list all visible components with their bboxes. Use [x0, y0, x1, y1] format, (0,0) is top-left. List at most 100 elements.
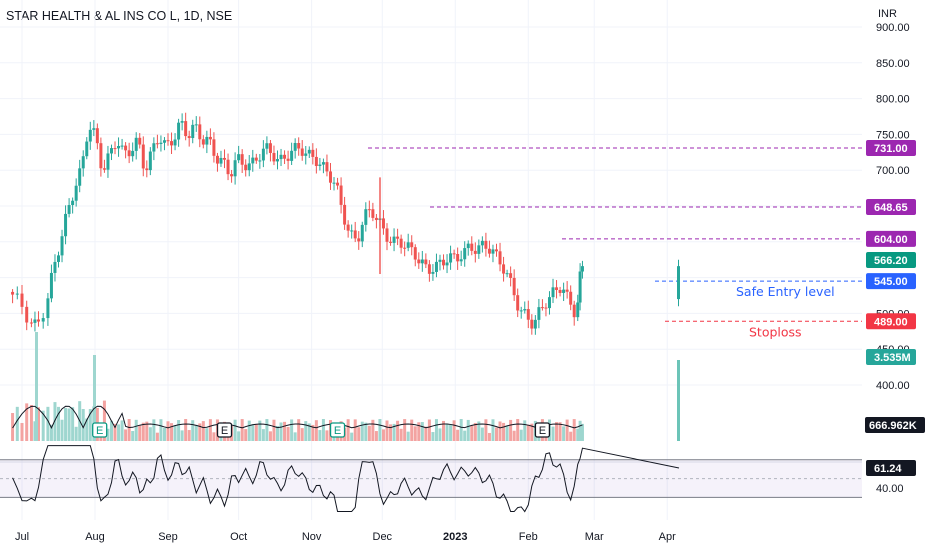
- volume-bar-112: [413, 426, 417, 441]
- volume-bar-63: [240, 419, 244, 441]
- candle-65: [247, 163, 251, 171]
- candle-92: [343, 204, 347, 225]
- volume-bar-109: [403, 419, 407, 441]
- x-tick-6: 2023: [443, 531, 467, 543]
- price-axis[interactable]: INR900.00850.00800.00750.00700.00650.006…: [865, 8, 925, 495]
- earnings-marker-letter-1: E: [221, 425, 228, 437]
- volume-bar-spike-2: [93, 355, 96, 441]
- candle-125: [459, 259, 463, 262]
- candle-89: [332, 182, 336, 184]
- volume-bar-95: [353, 419, 357, 441]
- safe-entry-badge-bg: [866, 273, 916, 290]
- volume-bar-76: [286, 426, 290, 441]
- volume-bar-38: [152, 419, 156, 441]
- earnings-marker-2[interactable]: E: [329, 422, 346, 438]
- candle-45: [177, 122, 181, 140]
- candle-14: [67, 205, 71, 214]
- volume-bar-34: [138, 425, 142, 441]
- volume-bar-113: [417, 422, 421, 441]
- candle-157: [572, 304, 576, 318]
- volume-badge: 3.535M: [866, 349, 916, 365]
- candle-153: [558, 290, 562, 293]
- volume-bar-spike-1: [35, 332, 38, 441]
- volume-bar-last: [677, 360, 680, 441]
- volume-bar-133: [487, 432, 491, 441]
- candle-7: [41, 318, 45, 322]
- level-badge-0: 731.00: [866, 140, 916, 157]
- candle-122: [449, 253, 453, 263]
- volume-ma-line: [12, 405, 583, 429]
- candle-68: [258, 160, 262, 162]
- rsi-tick: 40.00: [876, 483, 904, 495]
- candle-106: [392, 236, 396, 243]
- volume-bar-78: [293, 432, 297, 441]
- candle-22: [95, 128, 99, 144]
- y-tick-1: 850.00: [876, 58, 910, 70]
- volume-bar-129: [473, 422, 477, 441]
- volume-bar-85: [318, 430, 322, 441]
- candle-79: [297, 143, 301, 149]
- earnings-marker-3[interactable]: E: [534, 422, 551, 438]
- candle-32: [131, 150, 135, 157]
- volume-bar-124: [456, 429, 460, 441]
- candle-103: [381, 218, 385, 229]
- volume-bar-49: [191, 420, 195, 441]
- earnings-marker-1[interactable]: E: [216, 422, 233, 438]
- y-tick-10: 400.00: [876, 380, 910, 392]
- volume-bar-12: [60, 419, 64, 441]
- candle-56: [215, 155, 219, 164]
- volume-bar-108: [399, 428, 403, 441]
- earnings-marker-0[interactable]: E: [92, 422, 108, 438]
- candle-42: [166, 140, 170, 142]
- candle-39: [155, 143, 159, 145]
- volume-bar-27: [113, 423, 117, 441]
- volume-bar-75: [283, 421, 287, 441]
- candle-107: [396, 236, 400, 239]
- volume-bar-43: [170, 423, 174, 441]
- candle-9: [49, 272, 53, 299]
- volume-bar-130: [477, 421, 481, 441]
- candle-1: [15, 293, 19, 295]
- candle-13: [64, 213, 68, 237]
- volume-bar-144: [526, 424, 530, 441]
- volume-bar-1: [15, 406, 19, 441]
- candle-76: [286, 158, 290, 161]
- volume-bar-70: [265, 419, 269, 441]
- candle-159: [578, 271, 582, 303]
- stoploss-badge-label: 489.00: [874, 316, 908, 328]
- candle-132: [484, 240, 488, 249]
- candle-15: [71, 200, 75, 206]
- candle-69: [261, 148, 265, 161]
- rsi-badge-label: 61.24: [874, 463, 902, 475]
- earnings-marker-letter-3: E: [539, 425, 546, 437]
- stoploss-badge: 489.00: [866, 313, 916, 330]
- candle-158: [576, 302, 580, 318]
- volume-bar-29: [120, 420, 124, 441]
- candle-6: [36, 319, 40, 322]
- candle-52: [201, 139, 205, 145]
- volume-bar-16: [74, 426, 78, 441]
- volume-bar-48: [187, 430, 191, 441]
- candle-112: [413, 247, 417, 260]
- candle-93: [346, 224, 350, 231]
- earnings-marker-letter-2: E: [334, 425, 341, 437]
- volume-bar-102: [378, 419, 382, 441]
- y-tick-2: 800.00: [876, 94, 910, 106]
- volume-bar-18: [81, 408, 85, 441]
- volume-bar-159: [578, 420, 582, 441]
- volume-bar-55: [212, 432, 216, 441]
- candle-90: [336, 182, 340, 186]
- candle-40: [159, 142, 163, 144]
- candle-127: [466, 243, 470, 249]
- candle-156: [569, 291, 573, 305]
- volume-bar-93: [346, 419, 350, 441]
- level-badge-1-label: 648.65: [874, 202, 908, 214]
- volume-bar-154: [562, 426, 566, 441]
- candle-28: [117, 145, 121, 149]
- time-axis[interactable]: Jul Aug Sep Oct Nov Dec 2023 Feb Mar Apr: [15, 531, 676, 543]
- x-tick-4: Nov: [302, 531, 322, 543]
- currency-label: INR: [878, 8, 897, 20]
- candle-72: [272, 152, 276, 162]
